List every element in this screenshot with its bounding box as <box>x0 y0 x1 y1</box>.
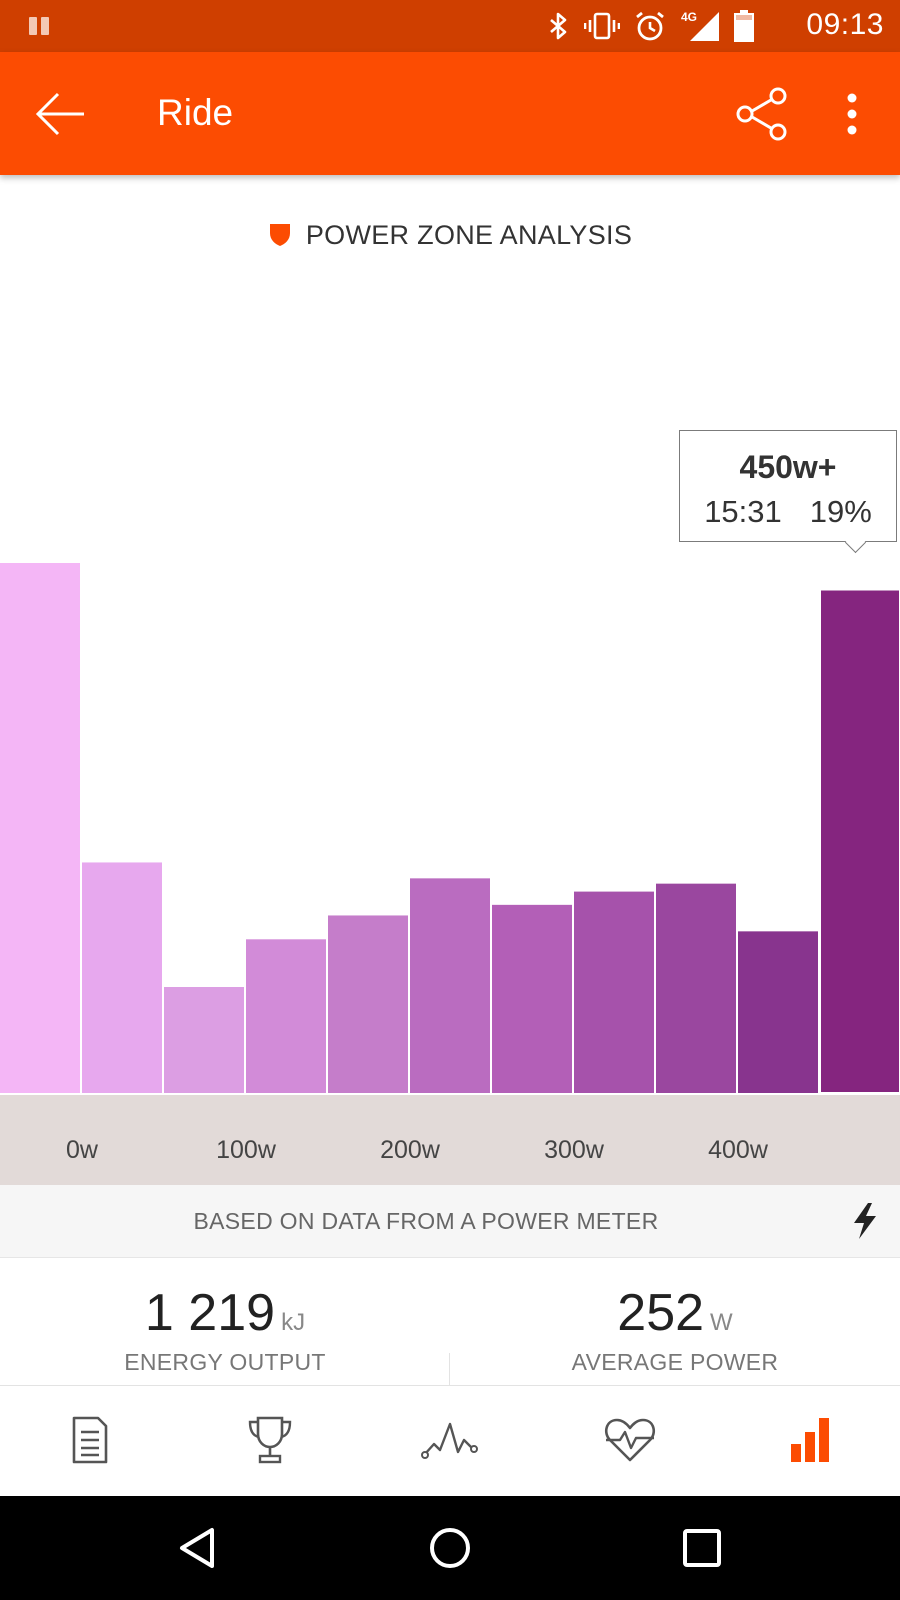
bar-1[interactable] <box>0 563 80 1093</box>
more-vert-icon <box>847 93 857 135</box>
power-meter-note: BASED ON DATA FROM A POWER METER <box>0 1185 900 1258</box>
alarm-icon <box>636 11 664 41</box>
more-options-button[interactable] <box>826 84 878 144</box>
bar-6[interactable] <box>410 878 490 1093</box>
page-title: Ride <box>157 92 234 133</box>
clock: 09:13 <box>806 8 884 41</box>
battery-icon <box>734 10 754 42</box>
system-navigation-bar <box>0 1496 900 1600</box>
average-power-stat: 252 W AVERAGE POWER <box>450 1258 900 1376</box>
energy-output-stat: 1 219 kJ ENERGY OUTPUT <box>0 1258 450 1376</box>
back-button[interactable] <box>30 84 90 144</box>
x-tick-label: 0w <box>66 1136 98 1164</box>
tab-analysis[interactable] <box>420 1410 480 1470</box>
app-bar: Ride <box>0 52 900 175</box>
recents-nav-icon[interactable] <box>676 1522 728 1574</box>
section-title-label: POWER ZONE ANALYSIS <box>305 220 633 250</box>
stats-row: 1 219 kJ ENERGY OUTPUT 252 W AVERAGE POWER <box>0 1258 900 1386</box>
share-button[interactable] <box>732 84 792 144</box>
home-nav-icon[interactable] <box>423 1522 477 1574</box>
bar-tooltip: 450w+ 15:31 19% <box>679 430 897 554</box>
lightning-icon <box>854 1203 876 1239</box>
bar-9[interactable] <box>656 883 736 1093</box>
bottom-navigation <box>0 1386 900 1496</box>
bar-4[interactable] <box>246 939 326 1093</box>
bar-2[interactable] <box>82 862 162 1093</box>
pause-icon <box>29 17 51 35</box>
status-bar: 4G 09:13 <box>0 0 900 52</box>
bluetooth-icon <box>550 12 567 40</box>
bar-5[interactable] <box>328 915 408 1093</box>
x-tick-label: 300w <box>544 1136 604 1164</box>
vibrate-icon <box>584 12 620 40</box>
average-power-label: AVERAGE POWER <box>571 1349 779 1375</box>
x-tick-label: 200w <box>380 1136 440 1164</box>
power-meter-note-text: BASED ON DATA FROM A POWER METER <box>193 1208 659 1234</box>
energy-output-unit: kJ <box>281 1309 306 1336</box>
bar-11[interactable] <box>819 588 900 1094</box>
power-zone-chart <box>0 563 900 1094</box>
tab-heart-rate[interactable] <box>600 1410 660 1470</box>
bar-3[interactable] <box>164 987 244 1093</box>
share-icon <box>736 87 787 141</box>
tab-overview[interactable] <box>60 1410 120 1470</box>
shield-icon <box>268 221 292 254</box>
average-power-unit: W <box>710 1309 733 1336</box>
bar-8[interactable] <box>574 891 654 1093</box>
section-title: POWER ZONE ANALYSIS <box>0 220 900 254</box>
tooltip-zone-label: 450w+ <box>739 449 837 485</box>
energy-output-value: 1 219 <box>144 1284 276 1342</box>
energy-output-label: ENERGY OUTPUT <box>124 1349 326 1375</box>
x-tick-label: 100w <box>216 1136 276 1164</box>
analysis-icon <box>421 1422 478 1459</box>
bar-7[interactable] <box>492 904 572 1093</box>
back-nav-icon[interactable] <box>170 1522 226 1574</box>
tab-power-zones[interactable] <box>780 1410 840 1470</box>
x-tick-label: 400w <box>708 1136 768 1164</box>
bar-10[interactable] <box>738 931 818 1093</box>
x-axis <box>0 1095 900 1185</box>
overview-icon <box>72 1416 108 1464</box>
power-zones-icon <box>791 1418 829 1462</box>
tooltip-time: 15:31 <box>704 494 782 529</box>
average-power-value: 252 <box>617 1284 705 1342</box>
stats-divider <box>449 1353 450 1385</box>
signal-4g-icon: 4G <box>681 10 719 41</box>
network-type-label: 4G <box>681 10 697 24</box>
heart-rate-icon <box>604 1418 656 1462</box>
back-arrow-icon <box>35 92 84 136</box>
tooltip-percent: 19% <box>809 494 872 529</box>
status-icons: 4G <box>548 10 754 42</box>
tab-achievements[interactable] <box>240 1410 300 1470</box>
trophy-icon <box>248 1416 292 1464</box>
